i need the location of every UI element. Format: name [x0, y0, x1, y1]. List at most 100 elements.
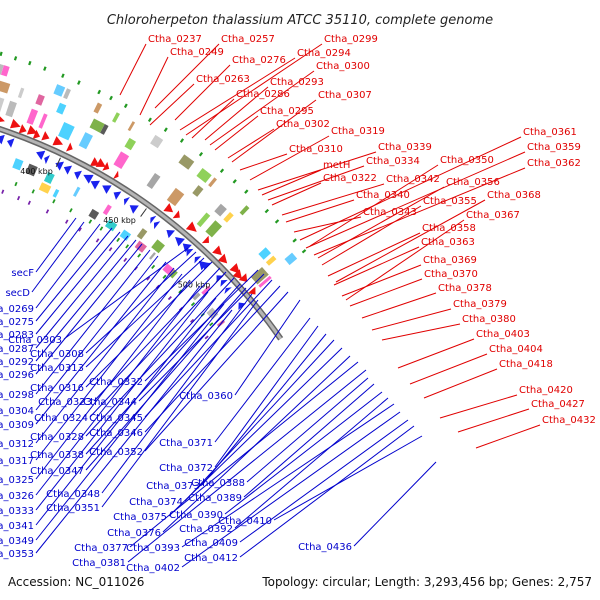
reverse-gene-label[interactable]: Ctha_0392 — [179, 524, 233, 535]
reverse-gene-label[interactable]: Ctha_0348 — [46, 489, 100, 500]
forward-gene-label[interactable]: Ctha_0334 — [366, 156, 420, 167]
reverse-gene-label[interactable]: Ctha_0328 — [30, 432, 84, 443]
forward-gene-label[interactable]: Ctha_0310 — [289, 144, 343, 155]
reverse-gene-label[interactable]: Ctha_0374 — [129, 497, 183, 508]
forward-gene-label[interactable]: Ctha_0363 — [421, 237, 475, 248]
forward-gene-label[interactable]: Ctha_0418 — [499, 359, 553, 370]
reverse-gene-label[interactable]: Ctha_0269 — [0, 304, 34, 315]
reverse-gene-label[interactable]: Ctha_0410 — [218, 516, 272, 527]
forward-gene-label[interactable]: Ctha_0300 — [316, 61, 370, 72]
reverse-gene-label[interactable]: Ctha_0303 — [8, 335, 62, 346]
reverse-gene-label[interactable]: secD — [5, 288, 30, 299]
reverse-gene-label[interactable]: Ctha_0313 — [30, 363, 84, 374]
forward-gene-label[interactable]: Ctha_0367 — [466, 210, 520, 221]
reverse-gene-label[interactable]: Ctha_0316 — [30, 383, 84, 394]
forward-gene-label[interactable]: Ctha_0359 — [527, 142, 581, 153]
reverse-gene-label[interactable]: Ctha_0292 — [0, 357, 34, 368]
reverse-gene-label[interactable]: Ctha_0347 — [30, 466, 84, 477]
reverse-gene-label[interactable]: Ctha_0317 — [0, 456, 34, 467]
reverse-gene-label[interactable]: Ctha_0388 — [191, 478, 245, 489]
forward-gene-label[interactable]: Ctha_0294 — [297, 48, 351, 59]
forward-gene-label[interactable]: Ctha_0368 — [487, 190, 541, 201]
feature-block — [17, 87, 25, 99]
reverse-gene-label[interactable]: Ctha_0360 — [179, 391, 233, 402]
forward-gene-label[interactable]: Ctha_0380 — [462, 314, 516, 325]
forward-gene-label[interactable]: Ctha_0361 — [523, 127, 577, 138]
forward-gene-label[interactable]: Ctha_0343 — [363, 207, 417, 218]
forward-gene-label[interactable]: Ctha_0379 — [453, 299, 507, 310]
forward-gene-label[interactable]: Ctha_0340 — [356, 190, 410, 201]
reverse-gene-label[interactable]: Ctha_0338 — [30, 450, 84, 461]
reverse-gene-label[interactable]: secF — [11, 268, 34, 279]
reverse-label-leader — [35, 223, 101, 309]
reverse-gene-label[interactable]: Ctha_0283 — [0, 330, 34, 341]
reverse-gene-label[interactable]: Ctha_0373 — [146, 481, 200, 492]
reverse-gene-label[interactable]: Ctha_0389 — [188, 493, 242, 504]
reverse-gene-label[interactable]: Ctha_0304 — [0, 406, 34, 417]
reverse-gene-label[interactable]: Ctha_0377 — [74, 543, 128, 554]
reverse-gene-label[interactable]: Ctha_0349 — [0, 536, 34, 547]
reverse-gene-label[interactable]: Ctha_0409 — [184, 538, 238, 549]
forward-gene-label[interactable]: Ctha_0420 — [519, 385, 573, 396]
forward-gene-label[interactable]: metH — [323, 160, 350, 171]
reverse-gene-label[interactable]: Ctha_0352 — [89, 447, 143, 458]
reverse-gene-label[interactable]: Ctha_0346 — [89, 428, 143, 439]
reverse-gene-label[interactable]: Ctha_0309 — [0, 420, 34, 431]
forward-gene-label[interactable]: Ctha_0370 — [424, 269, 478, 280]
reverse-gene-label[interactable]: Ctha_0345 — [89, 413, 143, 424]
reverse-gene-label[interactable]: Ctha_0436 — [298, 542, 352, 553]
forward-gene-label[interactable]: Ctha_0342 — [386, 174, 440, 185]
forward-gene-label[interactable]: Ctha_0350 — [440, 155, 494, 166]
reverse-gene-label[interactable]: Ctha_0324 — [34, 413, 88, 424]
forward-gene-label[interactable]: Ctha_0362 — [527, 158, 581, 169]
forward-gene-label[interactable]: Ctha_0257 — [221, 34, 275, 45]
forward-gene-label[interactable]: Ctha_0276 — [232, 55, 286, 66]
reverse-gene-label[interactable]: Ctha_0296 — [0, 370, 34, 381]
forward-gene-label[interactable]: Ctha_0263 — [196, 74, 250, 85]
reverse-gene-label[interactable]: Ctha_0371 — [159, 438, 213, 449]
forward-gene-label[interactable]: Ctha_0322 — [323, 173, 377, 184]
gene-labels[interactable]: Ctha_0237 Ctha_0257 Ctha_0249 Ctha_0276 Ctha… — [0, 34, 596, 574]
reverse-gene-label[interactable]: Ctha_0312 — [0, 439, 34, 450]
forward-gene-label[interactable]: Ctha_0404 — [489, 344, 543, 355]
forward-gene-label[interactable]: Ctha_0302 — [276, 119, 330, 130]
reverse-gene-label[interactable]: Ctha_0298 — [0, 390, 34, 401]
reverse-gene-label[interactable]: Ctha_0390 — [169, 510, 223, 521]
reverse-gene-label[interactable]: Ctha_0353 — [0, 549, 34, 560]
reverse-gene-label[interactable]: Ctha_0393 — [126, 543, 180, 554]
reverse-gene-label[interactable]: Ctha_0375 — [113, 512, 167, 523]
reverse-gene-label[interactable]: Ctha_0402 — [126, 563, 180, 574]
reverse-gene-label[interactable]: Ctha_0323 — [38, 397, 92, 408]
reverse-gene-label[interactable]: Ctha_0326 — [0, 491, 34, 502]
reverse-gene-label[interactable]: Ctha_0412 — [184, 553, 238, 564]
forward-gene-label[interactable]: Ctha_0432 — [542, 415, 596, 426]
reverse-gene-label[interactable]: Ctha_0275 — [0, 317, 34, 328]
forward-gene-label[interactable]: Ctha_0427 — [531, 399, 585, 410]
forward-gene-label[interactable]: Ctha_0295 — [260, 106, 314, 117]
reverse-gene-label[interactable]: Ctha_0376 — [107, 528, 161, 539]
forward-gene-label[interactable]: Ctha_0355 — [423, 196, 477, 207]
forward-gene-label[interactable]: Ctha_0339 — [378, 142, 432, 153]
reverse-gene-label[interactable]: Ctha_0351 — [46, 503, 100, 514]
forward-gene-label[interactable]: Ctha_0299 — [324, 34, 378, 45]
forward-gene-label[interactable]: Ctha_0358 — [422, 223, 476, 234]
forward-gene-label[interactable]: Ctha_0249 — [170, 47, 224, 58]
reverse-gene-label[interactable]: Ctha_0287 — [0, 344, 34, 355]
reverse-gene-label[interactable]: Ctha_0325 — [0, 475, 34, 486]
forward-gene-label[interactable]: Ctha_0403 — [476, 329, 530, 340]
reverse-gene-label[interactable]: Ctha_0344 — [83, 397, 137, 408]
reverse-gene-label[interactable]: Ctha_0308 — [30, 349, 84, 360]
forward-gene-label[interactable]: Ctha_0378 — [438, 283, 492, 294]
forward-gene-label[interactable]: Ctha_0369 — [423, 255, 477, 266]
forward-gene-label[interactable]: Ctha_0319 — [331, 126, 385, 137]
forward-gene-label[interactable]: Ctha_0307 — [318, 90, 372, 101]
reverse-gene-label[interactable]: Ctha_0381 — [72, 558, 126, 569]
forward-gene-label[interactable]: Ctha_0237 — [148, 34, 202, 45]
forward-gene-label[interactable]: Ctha_0293 — [270, 77, 324, 88]
reverse-gene-label[interactable]: Ctha_0372 — [159, 463, 213, 474]
forward-gene-label[interactable]: Ctha_0356 — [446, 177, 500, 188]
reverse-gene-label[interactable]: Ctha_0341 — [0, 521, 34, 532]
reverse-gene-label[interactable]: Ctha_0333 — [0, 506, 34, 517]
forward-gene-label[interactable]: Ctha_0286 — [236, 89, 290, 100]
reverse-gene-label[interactable]: Ctha_0332 — [89, 377, 143, 388]
